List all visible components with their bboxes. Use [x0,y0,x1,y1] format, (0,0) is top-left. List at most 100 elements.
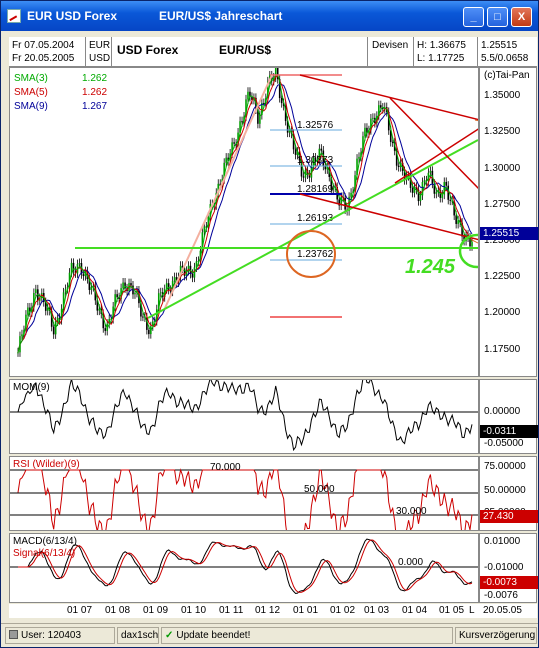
price-y-axis: (c)Tai-Pan 1.35000 1.32500 1.30000 1.275… [479,67,538,377]
candle-body [447,185,450,200]
legend-sma5-value: 1.262 [82,87,107,98]
candle-body [387,111,390,131]
candle-body [382,107,384,110]
x-tick-11: 01 05 [439,605,465,616]
high-value: H: 1.36675 [417,40,466,51]
rsi-level-30: 30.000 [396,506,427,517]
candle-body [423,180,426,183]
maximize-button[interactable]: □ [487,7,508,27]
candle-body [272,77,275,81]
legend-sma9-name: SMA(9) [14,101,48,112]
currency-1: EUR [89,40,111,51]
candle-body [104,328,107,331]
title-bar[interactable]: EUR USD Forex EUR/US$ Jahreschart _ □ X [1,1,538,31]
candle-body [300,160,303,177]
exchange-label: Devisen [372,40,409,51]
sma5-line [17,75,473,353]
minimize-button[interactable]: _ [463,7,484,27]
instrument-name: USD Forex [117,43,179,57]
candle-body [344,197,346,210]
legend-sma9-value: 1.267 [82,101,107,112]
mom-tick-2: -0.05000 [484,438,524,449]
candle-body [348,196,350,212]
candle-body [179,265,182,278]
candle-body [441,194,444,198]
window-title-right: EUR/US$ Jahreschart [159,9,283,23]
fib-label-4: 1.26193 [297,213,334,224]
candle-body [340,196,342,206]
instrument-pair: EUR/US$ [219,43,272,57]
macd-panel[interactable]: 0.000 MACD(6/13/4) Signal(6/13/4) [9,533,479,603]
candle-body [302,176,305,178]
mom-title: MOM(9) [13,382,50,393]
candle-body [366,127,368,134]
price-chart-panel[interactable]: 1.32576 1.30373 1.28169 1.26193 1.23762 … [9,67,479,377]
candle-body [231,142,233,154]
candle-body [165,283,168,290]
candle-body [294,149,297,155]
candle-body [308,174,311,178]
candle-body [370,118,372,131]
change-value: 5.5/0.0658 [481,53,529,64]
candle-body [417,189,420,202]
candle-body [197,260,200,262]
candle-body [108,319,110,324]
candle-body [391,141,394,143]
candle-body [88,279,91,290]
currency-2: USD [89,53,111,64]
candle-body [443,181,446,195]
candle-body [130,283,132,286]
macd-current-2: -0.0076 [484,590,518,601]
candle-body [314,157,317,162]
candle-body [433,183,436,194]
candle-body [263,103,265,105]
candle-body [261,103,263,116]
rsi-title: RSI (Wilder)(9) [13,459,80,470]
momentum-panel[interactable]: MOM(9) [9,379,479,454]
candle-body [284,105,287,121]
candle-body [233,142,235,144]
candle-body [39,298,41,301]
status-message: ✓ Update beendet! [161,627,453,644]
candle-body [413,186,416,193]
candle-body [278,79,281,99]
x-tick-1: 01 07 [67,605,93,616]
candle-body [292,133,295,150]
x-tick-2: 01 08 [105,605,131,616]
candle-body [187,265,190,271]
candle-body [320,148,323,151]
candle-body [338,199,340,206]
candle-body [167,283,170,290]
candle-body [78,263,81,265]
macd-tick-2: -0.01000 [484,562,524,573]
candle-body [195,261,198,268]
candle-body [25,314,27,331]
candle-body [330,176,333,190]
candle-body [270,75,273,81]
orange-circle-1 [286,230,336,278]
candle-body [358,156,360,159]
candle-body [421,182,424,196]
annotation-1245: 1.245 [405,256,456,278]
candle-body [70,262,73,273]
candle-body [429,170,432,173]
candle-body [419,195,422,202]
candle-body [457,220,459,224]
rsi-tick-1: 75.00000 [484,461,526,472]
candle-body [437,190,440,193]
date-from: Fr 07.05.2004 [12,40,75,51]
rsi-level-70: 70.000 [210,462,241,473]
candle-body [280,98,283,104]
candle-body [227,157,229,162]
candle-body [64,289,67,293]
candle-body [267,81,269,99]
candle-body [288,130,291,133]
candle-body [29,307,31,313]
copyright-label: (c)Tai-Pan [484,70,530,81]
candle-body [364,127,366,137]
close-button[interactable]: X [511,7,532,27]
candle-body [183,268,186,276]
y-tick-5: 1.25000 [484,235,521,246]
candle-body [286,120,289,133]
rsi-panel[interactable]: 70.000 50.000 30.000 RSI (Wilder)(9) [9,456,479,531]
